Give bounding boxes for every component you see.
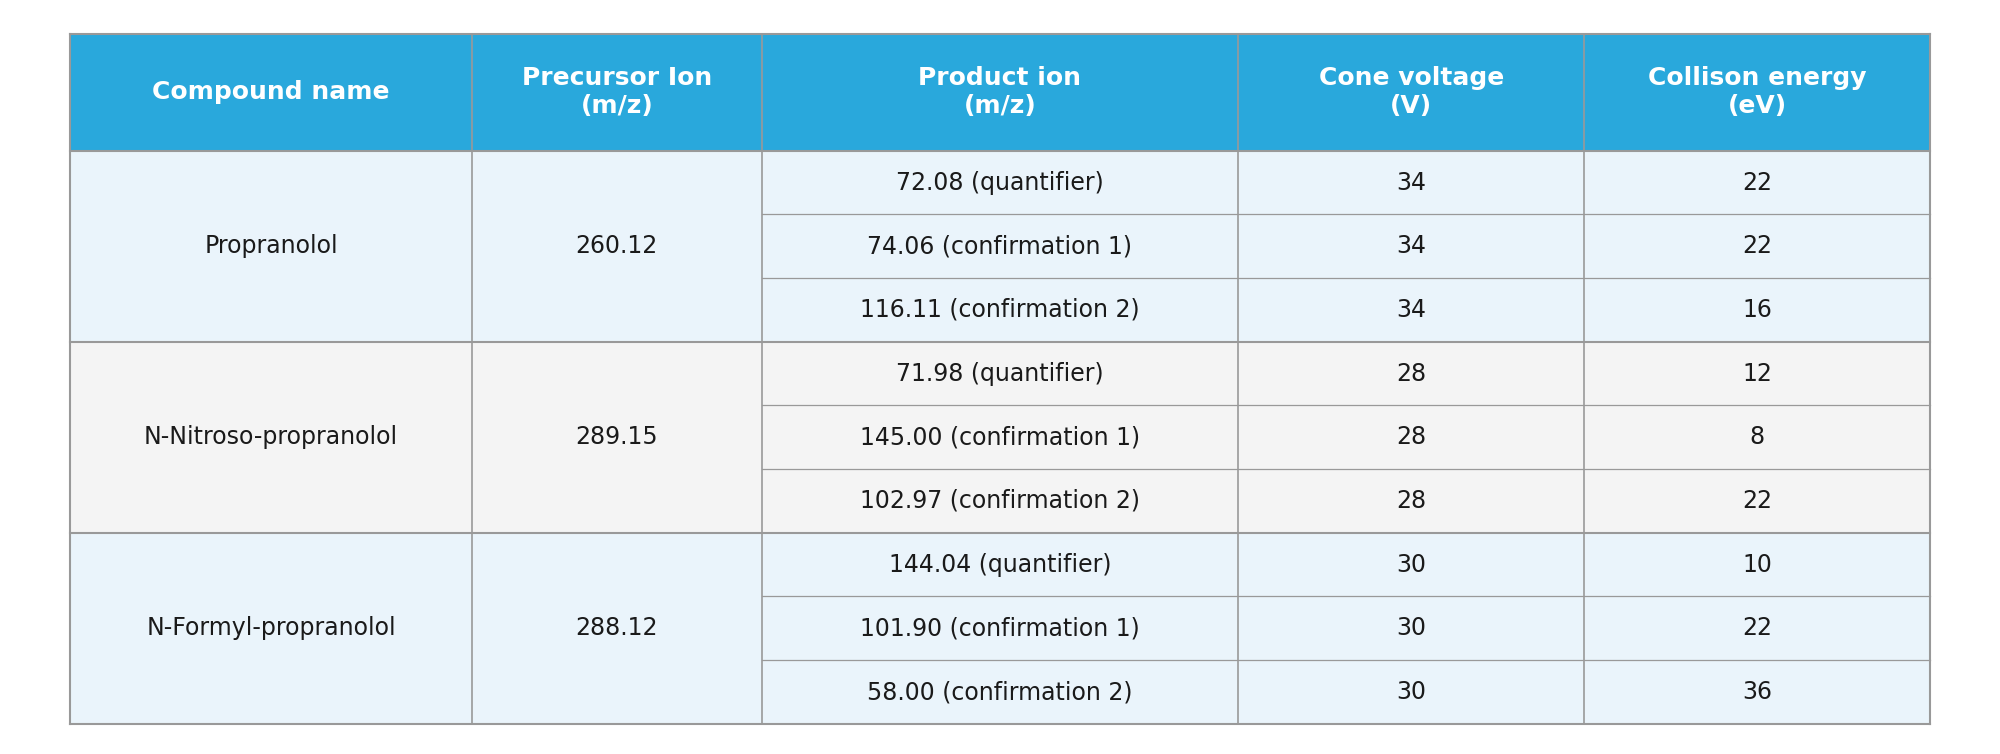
Text: 260.12: 260.12	[576, 234, 658, 259]
Text: 12: 12	[1742, 362, 1772, 385]
Text: 72.08 (quantifier): 72.08 (quantifier)	[896, 170, 1104, 195]
Bar	[1238, 34, 1584, 151]
Bar	[70, 342, 1930, 533]
Text: Propranolol: Propranolol	[204, 234, 338, 259]
Text: N-Nitroso-propranolol: N-Nitroso-propranolol	[144, 425, 398, 449]
Text: 22: 22	[1742, 616, 1772, 640]
Text: 30: 30	[1396, 553, 1426, 577]
Text: 28: 28	[1396, 425, 1426, 449]
Bar	[70, 533, 1930, 724]
Text: 22: 22	[1742, 234, 1772, 259]
Text: Cone voltage
(V): Cone voltage (V)	[1318, 66, 1504, 118]
Text: 74.06 (confirmation 1): 74.06 (confirmation 1)	[868, 234, 1132, 259]
Text: 58.00 (confirmation 2): 58.00 (confirmation 2)	[868, 680, 1132, 704]
Text: 144.04 (quantifier): 144.04 (quantifier)	[888, 553, 1112, 577]
Bar	[70, 151, 1930, 342]
Text: 289.15: 289.15	[576, 425, 658, 449]
Text: 8: 8	[1750, 425, 1764, 449]
Text: Collison energy
(eV): Collison energy (eV)	[1648, 66, 1866, 118]
Text: 30: 30	[1396, 616, 1426, 640]
Text: 16: 16	[1742, 298, 1772, 322]
Text: 145.00 (confirmation 1): 145.00 (confirmation 1)	[860, 425, 1140, 449]
Text: 30: 30	[1396, 680, 1426, 704]
Text: 22: 22	[1742, 170, 1772, 195]
Bar	[1584, 34, 1930, 151]
Text: 36: 36	[1742, 680, 1772, 704]
Text: Compound name: Compound name	[152, 81, 390, 104]
Text: 28: 28	[1396, 489, 1426, 513]
Text: 34: 34	[1396, 234, 1426, 259]
Text: N-Formyl-propranolol: N-Formyl-propranolol	[146, 616, 396, 640]
Bar	[472, 34, 762, 151]
Bar	[70, 34, 472, 151]
Text: 288.12: 288.12	[576, 616, 658, 640]
Text: 116.11 (confirmation 2): 116.11 (confirmation 2)	[860, 298, 1140, 322]
Text: Product ion
(m/z): Product ion (m/z)	[918, 66, 1082, 118]
Text: Precursor Ion
(m/z): Precursor Ion (m/z)	[522, 66, 712, 118]
Text: 34: 34	[1396, 170, 1426, 195]
Bar	[762, 34, 1238, 151]
Text: 101.90 (confirmation 1): 101.90 (confirmation 1)	[860, 616, 1140, 640]
Text: 10: 10	[1742, 553, 1772, 577]
Text: 71.98 (quantifier): 71.98 (quantifier)	[896, 362, 1104, 385]
Text: 22: 22	[1742, 489, 1772, 513]
Text: 28: 28	[1396, 362, 1426, 385]
Text: 102.97 (confirmation 2): 102.97 (confirmation 2)	[860, 489, 1140, 513]
Text: 34: 34	[1396, 298, 1426, 322]
